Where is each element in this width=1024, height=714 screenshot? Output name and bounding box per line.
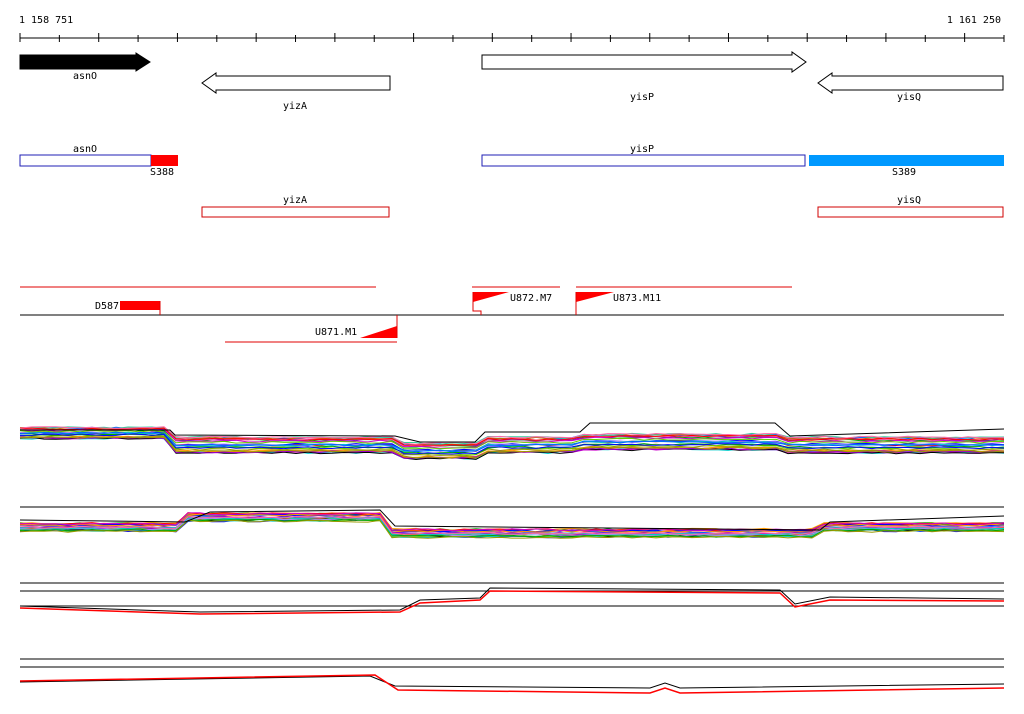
feature-label-U873: U873.M11: [613, 293, 661, 304]
expression-profile-line: [19, 590, 1005, 615]
transcript-label-yizA: yizA: [283, 195, 307, 206]
ruler-ticks: [19, 33, 1005, 42]
expression-profile-line: [19, 434, 1005, 457]
coordinate-ruler: 1 158 751 1 161 250: [19, 15, 1005, 42]
expression-profile-line: [19, 587, 1005, 613]
expression-profile-line: [19, 513, 1005, 533]
feature-track: D587 U871.M1 U872.M7 U873.M11: [20, 286, 1004, 343]
transcript-label-yisP: yisP: [630, 144, 654, 155]
feature-label-D587: D587: [95, 301, 119, 312]
feature-label-U871: U871.M1: [315, 327, 357, 338]
transcript-box-yizA[interactable]: [201, 206, 390, 218]
feature-marker-U873[interactable]: [576, 292, 614, 302]
ruler-end-label: 1 161 250: [947, 15, 1001, 26]
ruler-start-label: 1 158 751: [19, 15, 73, 26]
gene-track: asnO yizA yisP yisQ: [19, 51, 1004, 112]
expression-profile-line: [19, 429, 1005, 450]
profile-panel-4: [19, 658, 1005, 694]
expression-profile-line: [19, 512, 1005, 532]
expression-profile-line: [20, 433, 1005, 455]
transcript-track: asnO S388 yisP S389 yizA yisQ: [19, 144, 1004, 218]
segment-label-S388: S388: [150, 167, 174, 178]
expression-profile-line: [19, 675, 1005, 689]
expression-profile-line: [19, 436, 1005, 459]
profile-panel-1: [19, 422, 1005, 461]
profile-panel-3: [19, 582, 1005, 615]
transcript-box-asnO[interactable]: [19, 154, 152, 167]
segment-label-S389: S389: [892, 167, 916, 178]
transcript-label-asnO: asnO: [73, 144, 97, 155]
profile-panel-2: [19, 506, 1005, 539]
transcript-segment-S389[interactable]: [809, 155, 1004, 166]
transcript-segment-S388[interactable]: [151, 155, 178, 166]
gene-arrow-asnO[interactable]: [19, 52, 151, 72]
transcript-box-yisQ[interactable]: [817, 206, 1004, 218]
expression-profile-line: [19, 674, 1005, 694]
expression-profile-line: [20, 515, 1005, 535]
feature-marker-U871[interactable]: [360, 326, 397, 338]
expression-profile-line: [19, 431, 1005, 453]
expression-profile-line: [19, 426, 1005, 445]
feature-marker-U872[interactable]: [473, 292, 509, 302]
gene-label-yizA: yizA: [283, 101, 307, 112]
gene-label-asnO: asnO: [73, 71, 97, 82]
gene-arrow-yisP[interactable]: [481, 51, 807, 73]
feature-tick-U872: [472, 292, 482, 315]
transcript-box-yisP[interactable]: [481, 154, 806, 167]
gene-arrow-yizA[interactable]: [201, 72, 391, 94]
gene-label-yisP: yisP: [630, 92, 654, 103]
expression-profile-line: [19, 436, 1005, 461]
expression-profile-line: [19, 519, 1005, 539]
feature-block-D587[interactable]: [120, 301, 160, 310]
gene-label-yisQ: yisQ: [897, 92, 921, 103]
expression-profile-line: [20, 422, 1005, 443]
feature-label-U872: U872.M7: [510, 293, 552, 304]
expression-profile-line: [19, 509, 1005, 531]
transcript-label-yisQ: yisQ: [897, 195, 921, 206]
gene-arrow-yisQ[interactable]: [817, 72, 1004, 94]
